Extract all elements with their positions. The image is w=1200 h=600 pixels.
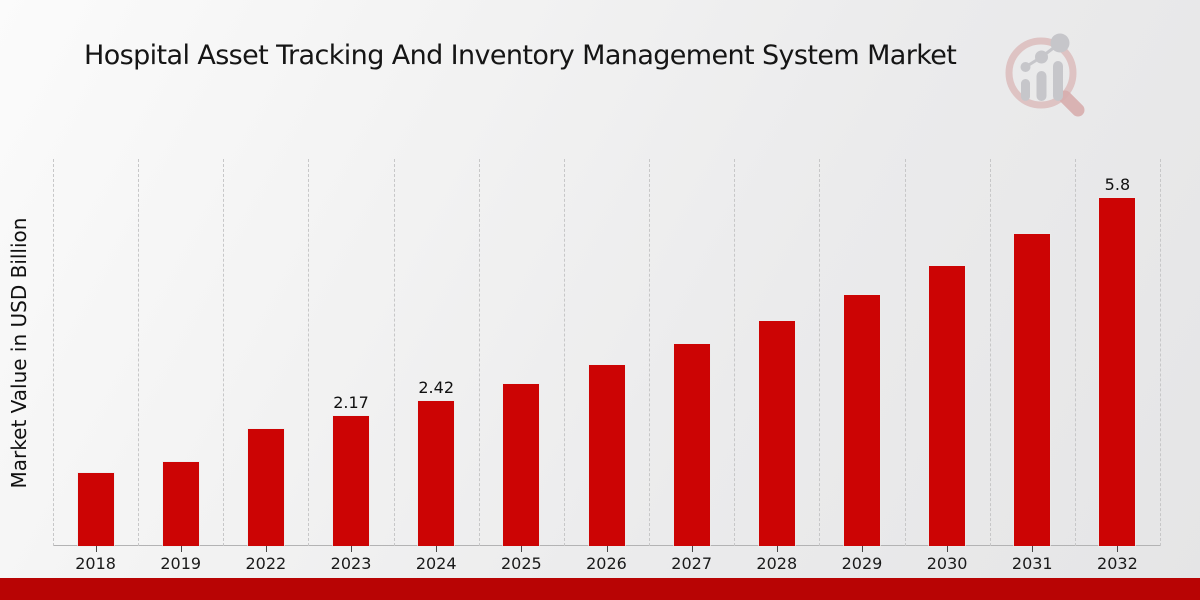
bar-2027 (673, 344, 710, 546)
gridline (989, 159, 991, 546)
x-axis-label-2031: 2031 (1011, 554, 1053, 573)
x-axis-label-2027: 2027 (671, 554, 712, 573)
brand-logo (1005, 33, 1085, 117)
gridline (138, 159, 140, 546)
gridline (393, 159, 395, 546)
gridline (904, 159, 906, 546)
x-axis-label-2022: 2022 (245, 554, 287, 573)
gridline (53, 159, 54, 546)
x-tick-2027 (691, 546, 693, 552)
bar-2024 (418, 401, 455, 546)
x-tick-2019 (180, 546, 182, 552)
chart-title: Hospital Asset Tracking And Inventory Ma… (84, 40, 957, 71)
data-label-2032: 5.8 (1104, 175, 1131, 194)
bar-2025 (503, 384, 540, 546)
bar-2019 (162, 462, 199, 546)
x-axis-label-2028: 2028 (756, 554, 798, 573)
x-tick-2026 (606, 546, 608, 552)
x-tick-2031 (1032, 546, 1034, 552)
x-tick-2032 (1117, 546, 1119, 552)
data-label-2024: 2.42 (418, 378, 454, 397)
x-axis-label-2023: 2023 (330, 554, 372, 573)
footer-accent-bar (0, 578, 1200, 600)
data-label-2023: 2.17 (333, 393, 369, 412)
gridline (563, 159, 565, 546)
x-axis-label-2019: 2019 (160, 554, 202, 573)
bar-2031 (1014, 234, 1051, 546)
x-axis-label-2024: 2024 (415, 554, 457, 573)
x-tick-2030 (947, 546, 949, 552)
magnifier-icon (1005, 37, 1085, 117)
bar-2026 (588, 365, 625, 546)
x-axis-label-2026: 2026 (586, 554, 627, 573)
gridline (223, 159, 225, 546)
gridline (649, 159, 651, 546)
y-axis-label: Market Value in USD Billion (7, 217, 31, 489)
x-axis-label-2018: 2018 (75, 554, 116, 573)
bar-2028 (758, 321, 795, 546)
x-axis-label-2032: 2032 (1097, 554, 1138, 573)
x-axis-label-2030: 2030 (926, 554, 968, 573)
trend-dots-icon (1020, 33, 1070, 72)
x-axis-label-2029: 2029 (841, 554, 883, 573)
bar-2029 (843, 295, 880, 546)
bar-2022 (247, 429, 284, 546)
bar-2030 (929, 266, 966, 546)
gridline (308, 159, 310, 546)
x-axis-label-2025: 2025 (500, 554, 542, 573)
plot-area: 2018 2019 2022 2.17 2023 2.42 2024 2025 2026 2027… (53, 159, 1161, 573)
bar-2018 (77, 473, 114, 546)
x-tick-2018 (95, 546, 97, 552)
x-tick-2028 (776, 546, 778, 552)
x-tick-2022 (265, 546, 267, 552)
x-tick-2029 (861, 546, 863, 552)
gridline (1160, 159, 1161, 546)
bar-2023 (333, 416, 370, 546)
x-tick-2025 (521, 546, 523, 552)
gridline (478, 159, 480, 546)
x-tick-2024 (436, 546, 438, 552)
x-tick-2023 (351, 546, 353, 552)
gridline (1074, 159, 1076, 546)
gridline (819, 159, 821, 546)
bar-2032 (1099, 198, 1136, 546)
bar-chart-icon (1021, 61, 1063, 101)
gridline (734, 159, 736, 546)
